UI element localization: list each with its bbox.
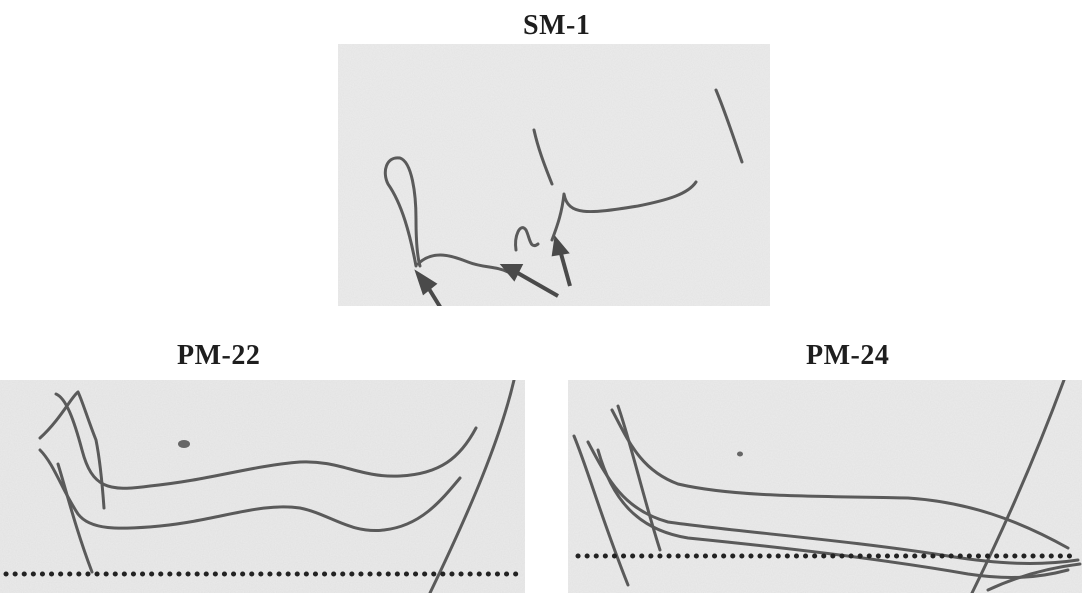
ink-dot: [737, 451, 743, 457]
pm22-trace-svg: [0, 380, 525, 593]
paper-grain: [338, 44, 770, 306]
sm1-baseline-trace: [416, 253, 510, 274]
sm1-left-stroke: [532, 128, 554, 186]
panel-title-sm1: SM-1: [523, 10, 591, 41]
pm22-left-descender: [56, 462, 94, 574]
sm1-small-peak: [514, 226, 540, 252]
sm1-top-right-stroke: [714, 88, 744, 164]
pm24-upper-curve: [610, 408, 1070, 550]
ink-dot: [178, 440, 190, 448]
arrow-icon: [499, 264, 559, 298]
pm22-upper-curve: [54, 392, 478, 490]
pm24-left-spike: [572, 434, 630, 587]
sm1-trace-image: [338, 44, 770, 306]
pm24-lower-curve: [596, 448, 1070, 579]
panel-title-pm22: PM-22: [177, 340, 261, 371]
pm24-right-diagonal: [970, 380, 1066, 593]
arrow-icon: [414, 269, 442, 306]
pm22-lower-curve: [38, 448, 462, 533]
pm24-middle-curve: [586, 440, 1080, 565]
sm1-rising-trace: [550, 180, 698, 242]
pm24-trace-image: [568, 380, 1082, 593]
sm1-trace-svg: [338, 44, 770, 306]
sm1-loop-trace: [383, 156, 422, 268]
pm22-left-spike: [38, 390, 106, 510]
pm22-right-diagonal: [428, 380, 516, 593]
pm24-left-spike-2: [616, 404, 662, 552]
pm22-trace-image: [0, 380, 525, 593]
arrow-icon: [551, 235, 572, 287]
panel-title-pm24: PM-24: [806, 340, 890, 371]
pm24-right-hook: [986, 562, 1082, 592]
pm24-trace-svg: [568, 380, 1082, 593]
